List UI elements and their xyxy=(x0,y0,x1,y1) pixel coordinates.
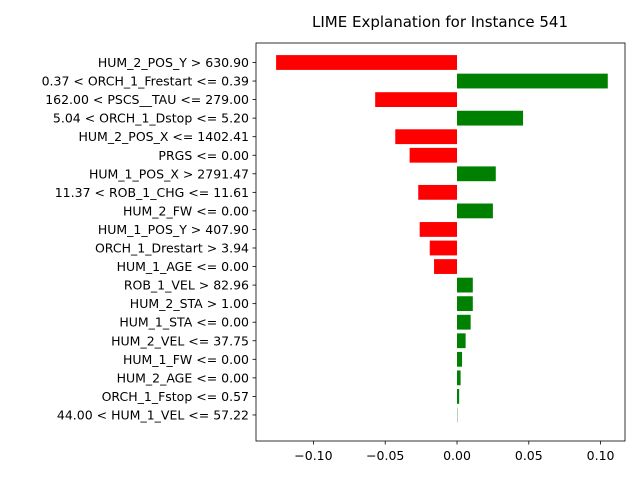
bar-13 xyxy=(457,296,473,312)
bar-15 xyxy=(457,333,466,349)
y-tick-label-13: HUM_2_STA > 1.00 xyxy=(130,296,249,311)
bar-1 xyxy=(457,73,608,89)
bar-9 xyxy=(419,222,458,237)
bar-4 xyxy=(395,129,458,145)
x-tick-label-2: 0.00 xyxy=(443,448,471,463)
bar-11 xyxy=(434,259,458,274)
y-tick-label-16: HUM_1_FW <= 0.00 xyxy=(123,352,249,367)
bar-16 xyxy=(457,351,463,367)
y-tick-label-6: HUM_1_POS_X > 2791.47 xyxy=(89,166,249,181)
y-tick-label-7: 11.37 < ROB_1_CHG <= 11.61 xyxy=(55,185,249,200)
bar-3 xyxy=(457,110,524,126)
x-tick-label-4: 0.10 xyxy=(587,448,615,463)
y-tick-labels-group: HUM_2_POS_Y > 630.90 0.37 < ORCH_1_Fresta… xyxy=(42,55,256,422)
y-tick-label-18: ORCH_1_Fstop <= 0.57 xyxy=(102,389,249,404)
bar-2 xyxy=(375,92,458,107)
bar-0 xyxy=(276,55,458,70)
chart-title: LIME Explanation for Instance 541 xyxy=(312,13,568,31)
y-tick-label-4: HUM_2_POS_X <= 1402.41 xyxy=(79,129,250,144)
bar-14 xyxy=(457,314,471,330)
bar-6 xyxy=(457,166,496,182)
plot-frame xyxy=(255,42,626,442)
bar-8 xyxy=(457,203,493,219)
y-tick-label-10: ORCH_1_Drestart > 3.94 xyxy=(95,241,249,256)
y-tick-label-17: HUM_2_AGE <= 0.00 xyxy=(117,370,249,385)
x-axis-group: −0.10 −0.05 0.00 0.05 0.10 xyxy=(294,441,615,463)
y-tick-label-15: HUM_2_VEL <= 37.75 xyxy=(111,333,249,348)
bar-7 xyxy=(418,184,458,200)
x-tick-label-3: 0.05 xyxy=(515,448,543,463)
y-tick-label-2: 162.00 < PSCS__TAU <= 279.00 xyxy=(45,92,249,107)
y-tick-label-8: HUM_2_FW <= 0.00 xyxy=(123,203,249,218)
y-tick-label-19: 44.00 < HUM_1_VEL <= 57.22 xyxy=(57,407,249,422)
y-tick-label-14: HUM_1_STA <= 0.00 xyxy=(119,315,249,330)
x-tick-label-1: −0.05 xyxy=(366,448,404,463)
y-tick-label-0: HUM_2_POS_Y > 630.90 xyxy=(98,55,249,70)
bar-5 xyxy=(409,147,458,163)
y-tick-label-5: PRGS <= 0.00 xyxy=(158,148,249,163)
y-tick-label-11: HUM_1_AGE <= 0.00 xyxy=(117,259,249,274)
y-tick-label-1: 0.37 < ORCH_1_Frestart <= 0.39 xyxy=(42,74,249,89)
bar-12 xyxy=(457,277,473,293)
y-tick-label-3: 5.04 < ORCH_1_Dstop <= 5.20 xyxy=(53,111,249,126)
y-tick-label-12: ROB_1_VEL > 82.96 xyxy=(124,278,249,293)
bars-group xyxy=(276,55,608,423)
y-tick-label-9: HUM_1_POS_Y > 407.90 xyxy=(98,222,249,237)
x-tick-label-0: −0.10 xyxy=(294,448,332,463)
bar-17 xyxy=(457,370,461,386)
bar-10 xyxy=(429,240,458,256)
bar-18 xyxy=(457,389,460,404)
